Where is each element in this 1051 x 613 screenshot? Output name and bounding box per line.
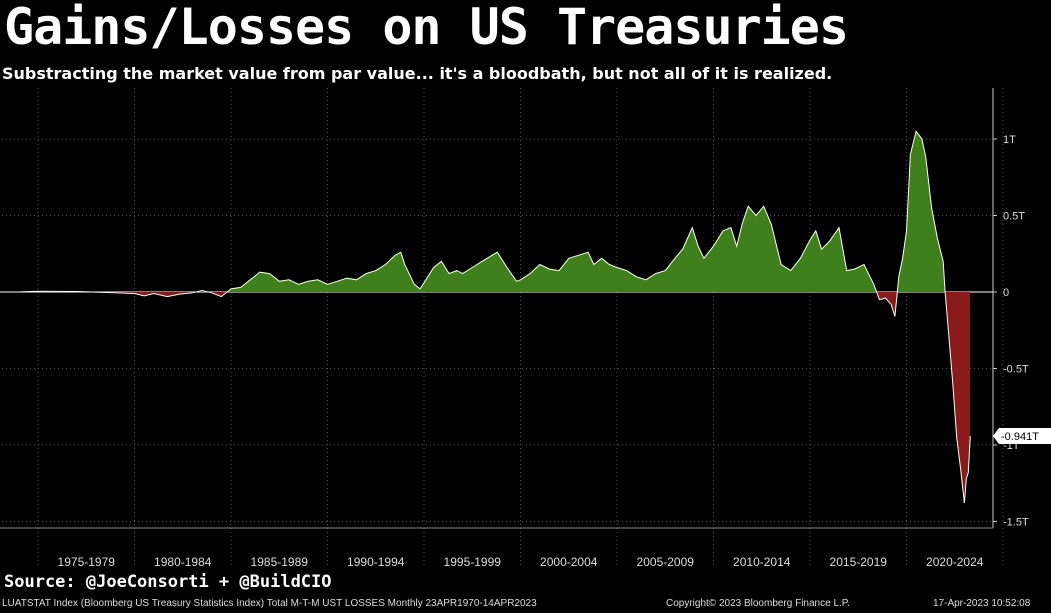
x-category-label: 1985-1989 bbox=[251, 555, 309, 568]
loss-area bbox=[0, 292, 971, 504]
y-tick-label: 0 bbox=[1003, 287, 1009, 299]
series-line bbox=[0, 130, 971, 504]
timestamp: 17-Apr-2023 10:52:08 bbox=[933, 598, 1031, 609]
y-tick-label: -0.5T bbox=[1003, 364, 1029, 376]
y-tick-label: 0.5T bbox=[1003, 211, 1025, 223]
series-info: LUATSTAT Index (Bloomberg US Treasury St… bbox=[2, 598, 537, 609]
x-category-label: 1980-1984 bbox=[154, 555, 212, 568]
chart-title: Gains/Losses on US Treasuries bbox=[4, 0, 849, 56]
x-category-label: 2020-2024 bbox=[926, 555, 984, 568]
x-category-label: 2015-2019 bbox=[830, 555, 888, 568]
gain-area bbox=[0, 131, 970, 292]
x-category-label: 1975-1979 bbox=[58, 555, 116, 568]
chart-series-area bbox=[0, 130, 971, 504]
x-category-label: 1995-1999 bbox=[444, 555, 502, 568]
copyright-notice: Copyright© 2023 Bloomberg Finance L.P. bbox=[666, 598, 850, 609]
x-category-label: 2005-2009 bbox=[637, 555, 695, 568]
chart-subtitle: Substracting the market value from par v… bbox=[2, 64, 833, 83]
x-category-label: 1990-1994 bbox=[347, 555, 405, 568]
last-value-label: -0.941T bbox=[1001, 431, 1039, 443]
x-category-label: 2000-2004 bbox=[540, 555, 598, 568]
y-tick-label: 1T bbox=[1003, 134, 1016, 146]
source-credit: Source: @JoeConsorti + @BuildCIO bbox=[4, 572, 332, 592]
chart-grid bbox=[2, 88, 1004, 566]
x-category-label: 2010-2014 bbox=[733, 555, 791, 568]
y-tick-label: -1.5T bbox=[1003, 517, 1029, 529]
last-value-marker: -0.941T bbox=[993, 427, 1051, 444]
